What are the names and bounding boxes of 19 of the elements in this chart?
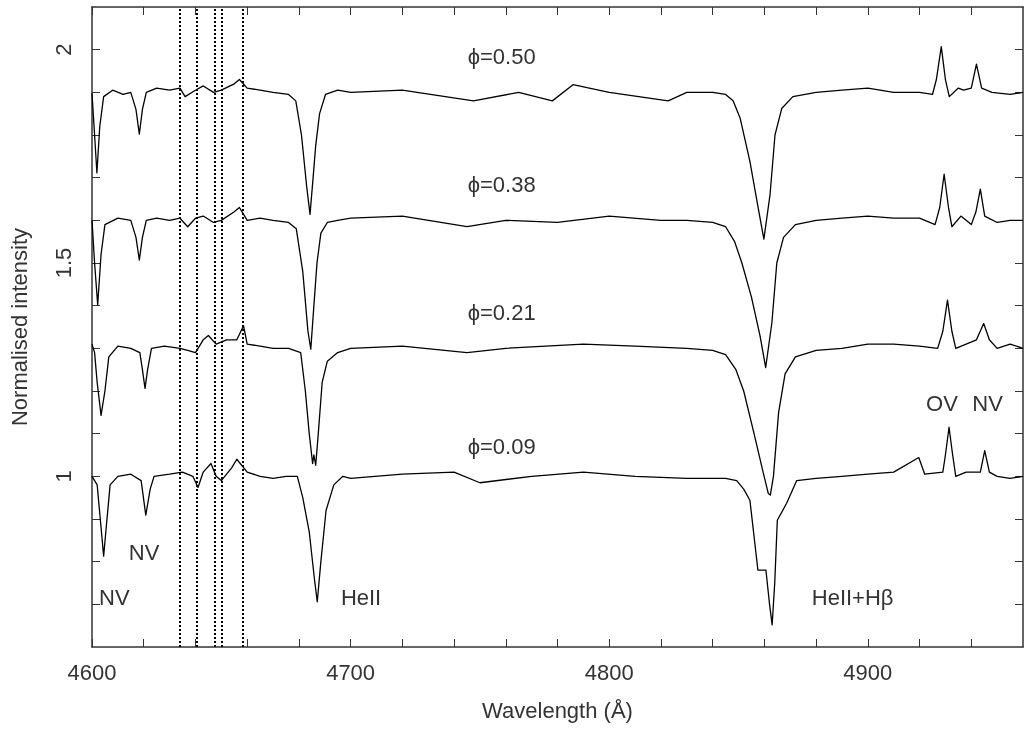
series-label: ϕ=0.50 [467, 43, 536, 69]
annotation: OV [926, 391, 959, 417]
x-tick-label: 4600 [67, 659, 117, 685]
y-tick-label: 2 [50, 43, 76, 56]
x-tick-label: 4900 [843, 659, 893, 685]
x-tick-label: 4700 [326, 659, 376, 685]
annotation: HeII [340, 584, 382, 610]
x-axis-title: Wavelength (Å) [482, 697, 633, 723]
x-tick-label: 4800 [584, 659, 634, 685]
series-label: ϕ=0.38 [467, 171, 536, 197]
series-label: ϕ=0.21 [467, 299, 536, 325]
annotation: NV [972, 391, 1004, 417]
y-tick-label: 1.5 [50, 247, 76, 279]
annotation: HeII+Hβ [811, 584, 894, 610]
annotation: NV [128, 540, 160, 566]
series-label: ϕ=0.09 [467, 434, 536, 460]
y-axis-title: Normalised intensity [6, 227, 32, 427]
annotation: NV [99, 584, 130, 610]
y-tick-label: 1 [50, 470, 76, 483]
